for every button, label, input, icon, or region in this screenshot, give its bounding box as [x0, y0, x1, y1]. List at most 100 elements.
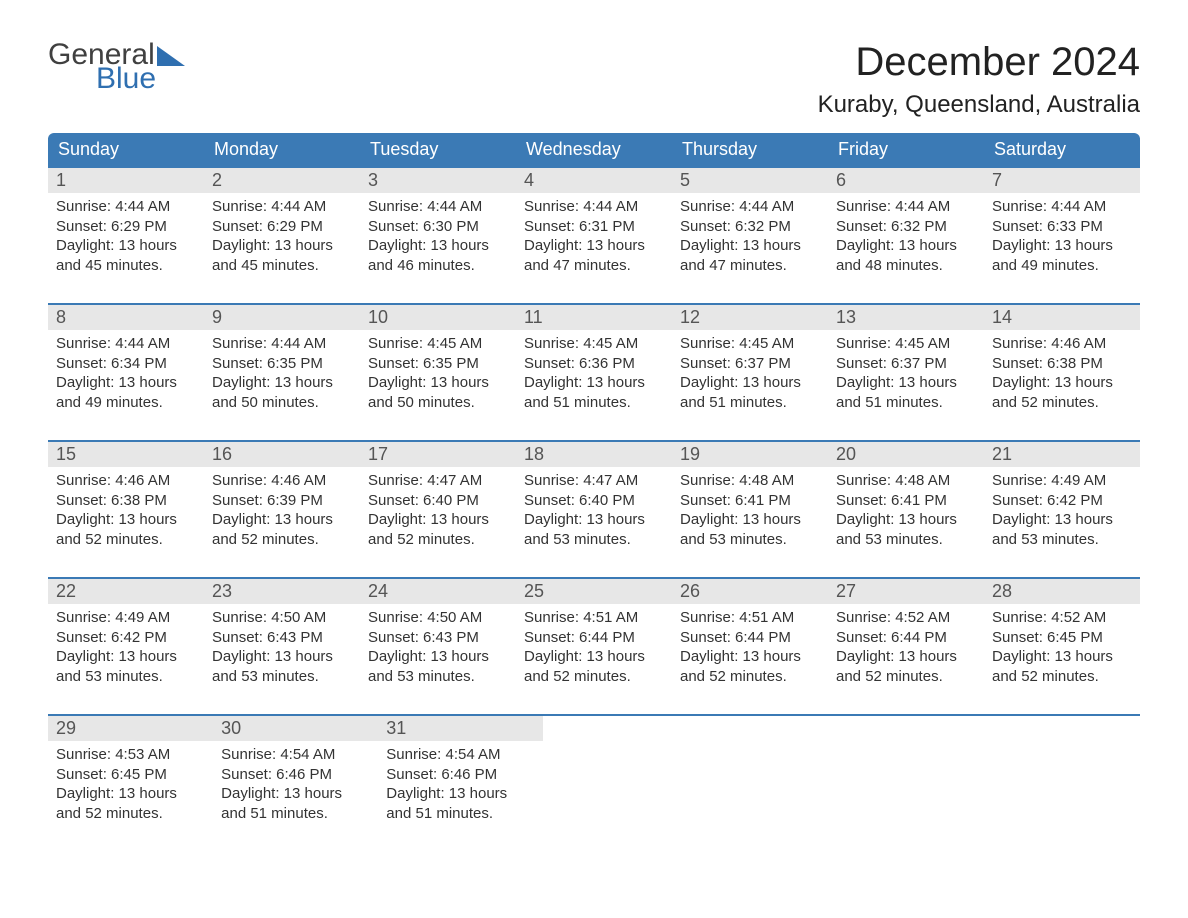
day-info-line: Sunrise: 4:44 AM [56, 334, 196, 354]
calendar: SundayMondayTuesdayWednesdayThursdayFrid… [48, 133, 1140, 827]
calendar-day-cell: 3Sunrise: 4:44 AMSunset: 6:30 PMDaylight… [360, 168, 516, 279]
day-info-line: Sunset: 6:46 PM [386, 765, 535, 785]
day-number: 7 [992, 170, 1002, 190]
day-info-line: Sunset: 6:31 PM [524, 217, 664, 237]
calendar-day-cell: 25Sunrise: 4:51 AMSunset: 6:44 PMDayligh… [516, 579, 672, 690]
day-info-line: and 49 minutes. [56, 393, 196, 413]
day-info: Sunrise: 4:49 AMSunset: 6:42 PMDaylight:… [56, 608, 196, 686]
calendar-header-cell: Thursday [672, 133, 828, 166]
calendar-day-cell: 7Sunrise: 4:44 AMSunset: 6:33 PMDaylight… [984, 168, 1140, 279]
day-info-line: Daylight: 13 hours [992, 510, 1132, 530]
day-info-line: Daylight: 13 hours [56, 784, 205, 804]
day-info-line: Sunset: 6:37 PM [836, 354, 976, 374]
title-block: December 2024 Kuraby, Queensland, Austra… [818, 40, 1140, 119]
day-number: 19 [680, 444, 700, 464]
day-number-row: 25 [516, 579, 672, 604]
day-number: 27 [836, 581, 856, 601]
day-info-line: and 52 minutes. [992, 393, 1132, 413]
day-info: Sunrise: 4:46 AMSunset: 6:39 PMDaylight:… [212, 471, 352, 549]
day-info-line: and 50 minutes. [368, 393, 508, 413]
day-info-line: and 52 minutes. [524, 667, 664, 687]
day-info-line: and 53 minutes. [368, 667, 508, 687]
day-info-line: Sunset: 6:36 PM [524, 354, 664, 374]
day-number-row: 30 [213, 716, 378, 741]
day-info: Sunrise: 4:44 AMSunset: 6:35 PMDaylight:… [212, 334, 352, 412]
day-info-line: Sunrise: 4:46 AM [56, 471, 196, 491]
day-info-line: Sunset: 6:32 PM [836, 217, 976, 237]
calendar-day-cell: 2Sunrise: 4:44 AMSunset: 6:29 PMDaylight… [204, 168, 360, 279]
calendar-day-cell: 1Sunrise: 4:44 AMSunset: 6:29 PMDaylight… [48, 168, 204, 279]
day-info: Sunrise: 4:54 AMSunset: 6:46 PMDaylight:… [221, 745, 370, 823]
day-info-line: Sunset: 6:30 PM [368, 217, 508, 237]
day-number-row: 29 [48, 716, 213, 741]
day-info-line: Daylight: 13 hours [56, 373, 196, 393]
day-info-line: Daylight: 13 hours [680, 647, 820, 667]
calendar-week-row: 8Sunrise: 4:44 AMSunset: 6:34 PMDaylight… [48, 303, 1140, 416]
day-number: 5 [680, 170, 690, 190]
day-number-row: 1 [48, 168, 204, 193]
day-number-row: 17 [360, 442, 516, 467]
day-number-row: 27 [828, 579, 984, 604]
day-info-line: Daylight: 13 hours [836, 647, 976, 667]
day-info: Sunrise: 4:52 AMSunset: 6:45 PMDaylight:… [992, 608, 1132, 686]
day-info-line: Sunrise: 4:47 AM [368, 471, 508, 491]
day-number: 4 [524, 170, 534, 190]
day-info-line: and 51 minutes. [680, 393, 820, 413]
day-info-line: and 51 minutes. [386, 804, 535, 824]
day-info: Sunrise: 4:49 AMSunset: 6:42 PMDaylight:… [992, 471, 1132, 549]
day-info-line: Daylight: 13 hours [212, 236, 352, 256]
day-info-line: Sunrise: 4:49 AM [56, 608, 196, 628]
day-info: Sunrise: 4:53 AMSunset: 6:45 PMDaylight:… [56, 745, 205, 823]
day-info-line: and 52 minutes. [368, 530, 508, 550]
day-info-line: Sunrise: 4:54 AM [221, 745, 370, 765]
header: General Blue December 2024 Kuraby, Queen… [48, 40, 1140, 119]
day-info: Sunrise: 4:45 AMSunset: 6:37 PMDaylight:… [836, 334, 976, 412]
day-number: 25 [524, 581, 544, 601]
day-info: Sunrise: 4:47 AMSunset: 6:40 PMDaylight:… [524, 471, 664, 549]
day-number-row: 8 [48, 305, 204, 330]
day-info-line: Daylight: 13 hours [368, 373, 508, 393]
day-info-line: Sunrise: 4:46 AM [992, 334, 1132, 354]
day-number: 24 [368, 581, 388, 601]
day-number-row: 12 [672, 305, 828, 330]
day-number-row: 10 [360, 305, 516, 330]
day-number-row: 18 [516, 442, 672, 467]
day-info-line: and 53 minutes. [680, 530, 820, 550]
day-info-line: and 47 minutes. [680, 256, 820, 276]
calendar-day-cell: 21Sunrise: 4:49 AMSunset: 6:42 PMDayligh… [984, 442, 1140, 553]
day-info-line: Daylight: 13 hours [524, 236, 664, 256]
calendar-day-cell: 9Sunrise: 4:44 AMSunset: 6:35 PMDaylight… [204, 305, 360, 416]
day-info-line: Sunrise: 4:53 AM [56, 745, 205, 765]
day-info-line: Sunrise: 4:44 AM [212, 197, 352, 217]
day-info-line: Daylight: 13 hours [524, 373, 664, 393]
day-info-line: and 53 minutes. [212, 667, 352, 687]
calendar-empty-cell [842, 716, 991, 827]
day-info-line: and 53 minutes. [992, 530, 1132, 550]
day-info-line: and 52 minutes. [992, 667, 1132, 687]
day-info-line: Sunset: 6:33 PM [992, 217, 1132, 237]
calendar-day-cell: 4Sunrise: 4:44 AMSunset: 6:31 PMDaylight… [516, 168, 672, 279]
day-info-line: Daylight: 13 hours [680, 373, 820, 393]
day-info-line: Sunrise: 4:44 AM [836, 197, 976, 217]
day-info-line: Sunset: 6:43 PM [212, 628, 352, 648]
day-info-line: Daylight: 13 hours [56, 510, 196, 530]
day-info-line: Sunrise: 4:50 AM [368, 608, 508, 628]
day-info-line: Daylight: 13 hours [992, 373, 1132, 393]
day-info-line: Sunset: 6:32 PM [680, 217, 820, 237]
day-info-line: Sunrise: 4:46 AM [212, 471, 352, 491]
day-info: Sunrise: 4:48 AMSunset: 6:41 PMDaylight:… [680, 471, 820, 549]
day-info-line: Sunset: 6:45 PM [56, 765, 205, 785]
day-number: 26 [680, 581, 700, 601]
day-info-line: and 53 minutes. [836, 530, 976, 550]
day-info-line: and 48 minutes. [836, 256, 976, 276]
day-number: 13 [836, 307, 856, 327]
day-number-row: 13 [828, 305, 984, 330]
day-info-line: Sunset: 6:44 PM [680, 628, 820, 648]
day-number: 30 [221, 718, 241, 738]
day-info-line: Sunrise: 4:48 AM [680, 471, 820, 491]
logo: General Blue [48, 40, 185, 94]
day-info-line: Daylight: 13 hours [56, 647, 196, 667]
day-info-line: Sunrise: 4:44 AM [56, 197, 196, 217]
day-number-row: 2 [204, 168, 360, 193]
day-info-line: Daylight: 13 hours [992, 236, 1132, 256]
